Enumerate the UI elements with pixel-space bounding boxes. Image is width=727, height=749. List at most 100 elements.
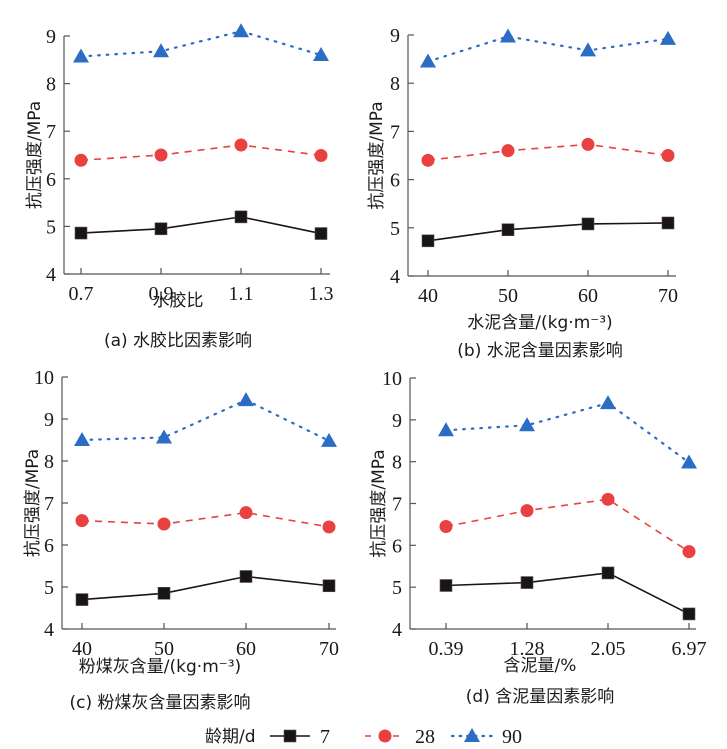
y-tick-label: 4 [46,264,56,286]
series-line-90 [80,398,331,442]
series-line-90 [79,30,323,58]
data-point-28 [661,149,675,162]
legend-entry-90: 90 [450,726,522,748]
x-tick-label: 50 [154,638,174,660]
data-point-90 [600,395,616,410]
data-point-28 [601,492,615,506]
x-tick-label: 6.97 [672,638,707,660]
data-point-28 [74,153,88,167]
data-point-7 [601,566,615,580]
data-point-90 [73,48,89,63]
data-point-28 [501,144,515,158]
legend: 龄期/d 7 28 90 [205,726,522,748]
y-tick-label: 6 [390,170,400,192]
x-tick-label: 60 [236,638,256,660]
data-point-7 [520,576,534,589]
chart-caption: (a) 水胶比因素影响 [104,331,252,351]
series-line-28 [445,498,690,553]
data-point-28 [520,504,534,518]
data-point-28 [682,545,696,559]
data-point-7 [439,579,453,592]
data-point-7 [234,210,248,224]
y-tick-label: 5 [390,218,400,240]
series-line-28 [427,143,669,162]
data-point-7 [661,216,675,230]
y-tick-label: 4 [390,266,400,288]
series-line-7 [81,575,330,601]
data-point-28 [439,520,453,534]
y-tick-label: 6 [44,535,54,557]
y-tick-label: 10 [382,368,402,390]
x-tick-label: 40 [72,638,92,660]
series-line-28 [81,511,330,528]
x-tick-label: 1.3 [309,283,334,305]
series-line-7 [427,222,669,242]
x-tick-label: 60 [578,285,598,307]
x-tick-label: 0.9 [149,283,174,305]
data-point-90 [660,30,676,45]
y-tick-label: 6 [392,535,402,557]
y-tick-label: 8 [46,74,56,96]
chart-caption: (c) 粉煤灰含量因素影响 [69,693,250,713]
x-tick-label: 0.7 [69,283,94,305]
data-point-90 [580,42,596,57]
y-tick-label: 8 [392,452,402,474]
data-point-28 [581,137,595,151]
y-tick-label: 9 [390,25,400,47]
y-tick-label: 7 [392,494,402,516]
x-axis-title: 水泥含量/(kg·m⁻³) [467,313,612,333]
y-tick-label: 9 [44,409,54,431]
data-point-90 [156,429,172,444]
data-point-90 [153,43,169,58]
y-tick-label: 7 [44,493,54,515]
y-tick-label: 10 [34,367,54,389]
x-tick-label: 70 [319,638,339,660]
data-point-28 [421,153,435,167]
legend-marker-28 [378,729,392,743]
data-point-28 [157,517,171,531]
series-line-7 [80,216,322,235]
x-axis-title: 粉煤灰含量/(kg·m⁻³) [79,657,241,677]
chart-panel-a: 4 5 6 7 8 9 0.7 0.9 1.1 1.3 抗压强度/MPa 水胶比 (a) 水胶比因素影响 [25,23,334,351]
data-point-90 [313,47,329,62]
y-tick-label: 6 [46,169,56,191]
data-point-7 [581,217,595,231]
y-tick-label: 7 [46,121,56,143]
data-point-90 [321,432,337,447]
legend-title: 龄期/d [205,727,256,747]
legend-label: 28 [415,726,435,748]
y-tick-label: 5 [44,577,54,599]
data-point-7 [682,607,696,621]
data-point-90 [438,422,454,437]
legend-marker-90 [464,728,480,742]
data-point-90 [233,23,249,38]
x-tick-label: 2.05 [591,638,626,660]
data-point-7 [239,570,253,583]
series-line-28 [80,144,322,162]
chart-panel-d: 4 5 6 7 8 9 10 0.39 1.28 2.05 6.97 抗压强度/MPa 含泥量/% (d)… [369,368,707,707]
chart-panel-c: 4 5 6 7 8 9 10 40 50 60 70 抗压强度/MPa 粉煤灰含量/(kg·m⁻³) (c… [23,367,339,713]
data-point-90 [500,28,516,43]
y-tick-label: 9 [46,26,56,48]
y-tick-label: 5 [46,216,56,238]
data-point-28 [314,148,328,162]
y-axis-title: 抗压强度/MPa [23,449,43,557]
x-axis-title: 含泥量/% [504,656,577,676]
y-tick-label: 7 [390,121,400,143]
data-point-7 [75,593,89,606]
series-line-7 [445,572,690,615]
x-tick-label: 40 [418,285,438,307]
x-tick-label: 1.28 [510,638,545,660]
data-point-28 [75,514,89,528]
data-point-90 [74,432,90,446]
y-axis-title: 抗压强度/MPa [369,449,389,557]
y-tick-label: 4 [392,619,402,641]
legend-marker-7 [283,729,297,743]
data-point-7 [322,579,336,593]
x-tick-label: 1.1 [229,283,254,305]
data-point-28 [239,506,253,520]
data-point-90 [238,392,254,407]
legend-entry-7: 7 [270,726,330,748]
y-tick-label: 5 [392,577,402,599]
chart-caption: (d) 含泥量因素影响 [466,687,614,707]
